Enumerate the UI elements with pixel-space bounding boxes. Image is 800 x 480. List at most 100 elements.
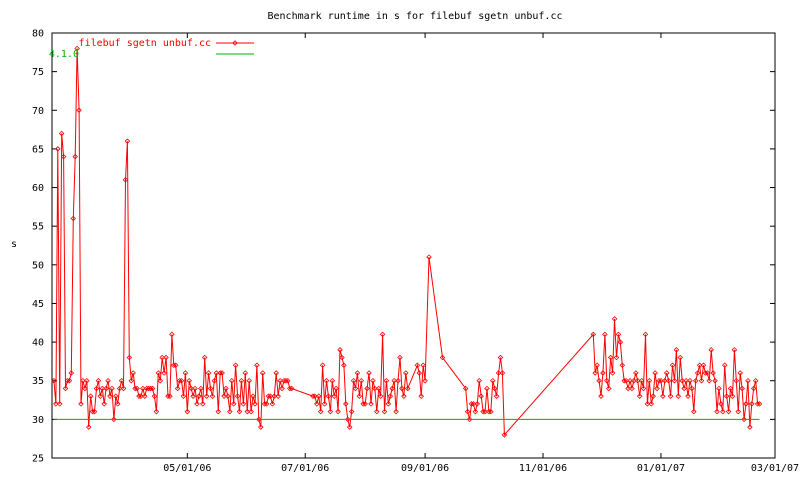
data-point [745, 377, 751, 384]
x-tick-label: 01/01/07 [637, 463, 685, 474]
data-point [155, 370, 162, 376]
data-point [464, 408, 471, 415]
data-point [472, 408, 479, 415]
data-point [708, 347, 714, 353]
data-point [393, 408, 399, 415]
y-tick-label: 70 [32, 106, 44, 117]
data-point [87, 393, 94, 399]
data-point [489, 377, 496, 384]
data-point [397, 354, 403, 361]
data-point [317, 408, 324, 415]
y-tick-label: 35 [32, 376, 44, 387]
data-point [735, 408, 742, 415]
data-point [122, 177, 129, 183]
data-point [345, 416, 351, 423]
y-tick-label: 80 [32, 29, 44, 40]
data-point [341, 362, 347, 369]
data-point [271, 393, 278, 399]
data-point [466, 416, 473, 423]
data-point [687, 377, 693, 384]
y-tick-label: 65 [32, 144, 44, 155]
data-point [167, 393, 173, 399]
data-point [143, 385, 150, 392]
data-point [629, 385, 635, 392]
data-point [495, 370, 502, 376]
data-point [229, 377, 235, 384]
data-point [142, 393, 148, 399]
data-point [329, 377, 336, 384]
data-point [739, 385, 745, 392]
data-point [287, 385, 293, 392]
data-point [648, 401, 655, 407]
data-point [194, 401, 200, 407]
data-point [741, 416, 747, 423]
data-point [277, 377, 283, 384]
data-point [633, 370, 639, 376]
data-point [385, 401, 392, 407]
data-point [60, 153, 67, 160]
data-point [681, 385, 687, 392]
data-point [62, 385, 69, 392]
data-point [120, 385, 127, 392]
data-point [314, 401, 320, 407]
data-point [602, 331, 608, 338]
data-point [497, 354, 504, 361]
data-point [55, 146, 61, 152]
data-point [85, 424, 92, 430]
data-point [113, 393, 119, 399]
x-tick-label: 05/01/06 [163, 463, 211, 474]
data-point [246, 377, 252, 384]
data-point [153, 408, 160, 415]
chart-title: Benchmark runtime in s for filebuf sgetn… [267, 11, 562, 22]
data-point [721, 362, 728, 369]
data-point [275, 393, 281, 399]
data-point [66, 377, 73, 384]
data-point [727, 385, 734, 392]
data-point [416, 370, 423, 376]
data-point [161, 370, 167, 376]
data-point [725, 408, 732, 415]
data-point [323, 377, 330, 384]
data-point [105, 377, 111, 384]
data-point [352, 385, 359, 392]
data-point [658, 377, 664, 384]
data-point [209, 393, 216, 399]
y-axis-label: s [11, 239, 17, 250]
data-point [698, 377, 705, 384]
data-point [706, 377, 713, 384]
data-point [642, 331, 649, 338]
data-point [82, 385, 88, 392]
plot-frame [51, 32, 776, 459]
data-point [671, 377, 678, 384]
data-point [99, 385, 106, 392]
data-point [93, 385, 100, 392]
data-point [718, 401, 724, 407]
data-point [362, 401, 368, 407]
data-point [70, 215, 77, 222]
data-point [211, 377, 218, 384]
data-point [103, 385, 109, 392]
data-point [109, 385, 115, 392]
data-point [217, 370, 223, 376]
data-point [631, 377, 637, 384]
data-point [337, 347, 343, 353]
data-point [198, 385, 204, 392]
data-point [414, 362, 421, 369]
data-point [130, 370, 136, 376]
data-point [478, 393, 484, 399]
data-point [242, 370, 249, 376]
data-point [356, 393, 363, 399]
data-point [327, 408, 334, 415]
data-point [190, 393, 196, 399]
data-point [749, 401, 755, 407]
data-point [215, 408, 222, 415]
legend: filebuf sgetn unbuf.cc 4.1.0 [49, 38, 254, 60]
data-point [236, 408, 243, 415]
data-point [731, 347, 738, 353]
data-point [316, 393, 322, 399]
data-point [375, 385, 382, 392]
data-point [714, 408, 720, 415]
data-point [149, 385, 156, 392]
data-point [89, 408, 96, 415]
data-point [592, 370, 598, 376]
